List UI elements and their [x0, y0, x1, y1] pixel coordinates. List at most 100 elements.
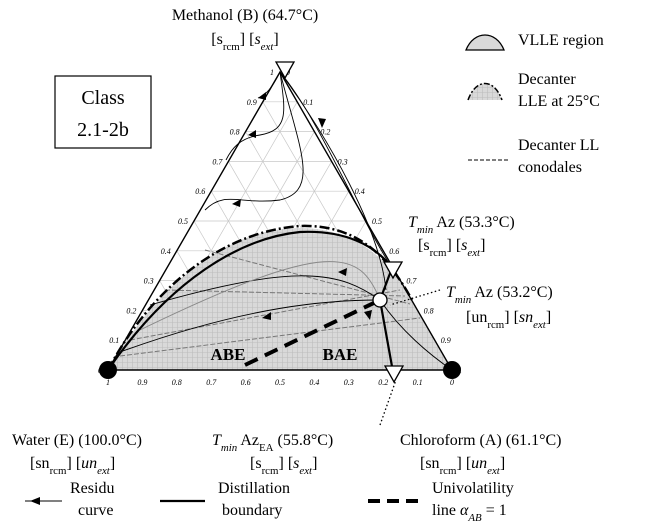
label-part: ]	[273, 31, 278, 48]
label-part: min	[221, 442, 237, 454]
label-part: s	[461, 237, 467, 254]
right-tick-label: 0.3	[338, 157, 348, 166]
label: Distillation	[218, 480, 290, 497]
label-part: Distillation	[218, 480, 290, 497]
univolatility-line	[244, 298, 381, 367]
legend-lle-icon	[468, 83, 502, 100]
label-part: sn	[519, 309, 533, 326]
label: 2.1-2b	[77, 119, 129, 141]
label-part: ]	[480, 237, 485, 254]
label-part: [sn	[420, 455, 440, 472]
right-tick-label: 0.8	[424, 306, 434, 315]
azeotrope-marker	[382, 261, 404, 280]
residue-arrows	[232, 92, 372, 320]
label: curve	[78, 502, 114, 519]
label-part: VLLE region	[518, 32, 604, 49]
label-part: 2.1-2b	[77, 119, 129, 141]
label-part: ABE	[211, 345, 246, 364]
label-part: ext	[261, 41, 275, 53]
label-part: rcm	[50, 465, 67, 477]
label-part: (55.8°C)	[274, 432, 334, 449]
label-part: Chloroform (A) (61.1°C)	[400, 432, 561, 449]
label: [snrcm] [unext]	[30, 455, 115, 477]
legend-residue-arrow	[30, 497, 40, 505]
label-part: rcm	[430, 247, 447, 259]
right-tick-label: 0.6	[389, 247, 399, 256]
label-part: T	[446, 284, 456, 301]
label-part: [un	[466, 309, 487, 326]
bottom-tick-label: 0.5	[275, 378, 285, 387]
label-part: rcm	[487, 319, 504, 331]
legend-lle-outline	[467, 82, 503, 101]
label-part: ] [	[504, 309, 519, 326]
left-tick-label: 0.8	[230, 128, 240, 137]
residue-curves	[119, 71, 453, 371]
conodales	[119, 249, 421, 357]
label: Water (E) (100.0°C)	[12, 432, 142, 449]
label-part: T	[212, 432, 222, 449]
label-part: line	[432, 502, 460, 519]
label: conodales	[518, 159, 582, 176]
label: BAE	[323, 345, 358, 364]
left-tick-label: 0.6	[195, 187, 205, 196]
label-part: rcm	[440, 465, 457, 477]
label: [unrcm] [snext]	[466, 309, 551, 331]
left-tick-label: 0.3	[144, 277, 154, 286]
left-tick-label: 1	[270, 68, 274, 77]
label: [srcm] [sext]	[418, 237, 485, 259]
label-part: T	[408, 214, 418, 231]
label-part: Az (53.2°C)	[471, 284, 553, 301]
bottom-tick-label: 0.9	[137, 378, 147, 387]
label-part: Residu	[70, 480, 114, 497]
label: [srcm] [sext]	[250, 455, 317, 477]
label-part: α	[460, 502, 469, 519]
right-tick-label: 0.2	[320, 128, 330, 137]
class-box	[54, 75, 152, 149]
label-part: conodales	[518, 159, 582, 176]
label-part: ] [	[66, 455, 81, 472]
right-tick-label: 0.1	[303, 98, 313, 107]
label: Methanol (B) (64.7°C)	[172, 7, 318, 24]
labels: Methanol (B) (64.7°C)[srcm] [sext]Class2…	[12, 7, 604, 524]
label-part: [s	[418, 237, 430, 254]
bottom-tick-label: 0.3	[344, 378, 354, 387]
label-part: ]	[110, 455, 115, 472]
label-part: [s	[250, 455, 262, 472]
vlle-region	[108, 228, 452, 370]
bottom-tick-label: 0	[450, 378, 454, 387]
label-part: ext	[97, 465, 111, 477]
label-part: = 1	[482, 502, 507, 519]
label-part: Az (53.3°C)	[433, 214, 515, 231]
left-tick-label: 0.9	[247, 98, 257, 107]
label-part: ]	[312, 455, 317, 472]
left-tick-label: 0.1	[109, 336, 119, 345]
label: line αAB = 1	[432, 502, 507, 524]
left-tick-label: 0.2	[126, 306, 136, 315]
label-part: un	[471, 455, 487, 472]
bottom-tick-label: 0.2	[378, 378, 388, 387]
label-part: ext	[467, 247, 481, 259]
methanol-marker	[274, 61, 296, 80]
label-part: [s	[211, 31, 223, 48]
right-tick-label: 0.4	[355, 187, 365, 196]
label-part: BAE	[323, 345, 358, 364]
label: Decanter	[518, 71, 576, 88]
right-tick-label: 0.9	[441, 336, 451, 345]
label: VLLE region	[518, 32, 604, 49]
label-part: ]	[500, 455, 505, 472]
label-part: Univolatility	[432, 480, 514, 497]
label-part: Az	[237, 432, 259, 449]
bottom-tick-label: 0.1	[413, 378, 423, 387]
triangle	[106, 70, 454, 371]
bottom-tick-label: 0.4	[309, 378, 319, 387]
bottom-tick-label: 0.7	[206, 378, 217, 387]
label-part: ext	[533, 319, 547, 331]
label: ABE	[211, 345, 246, 364]
label: [srcm] [sext]	[211, 31, 278, 53]
label-part: EA	[259, 442, 274, 454]
label-part: ] [	[278, 455, 293, 472]
right-tick-label: 0.5	[372, 217, 382, 226]
label-part: ext	[299, 465, 313, 477]
label-part: ] [	[240, 31, 255, 48]
